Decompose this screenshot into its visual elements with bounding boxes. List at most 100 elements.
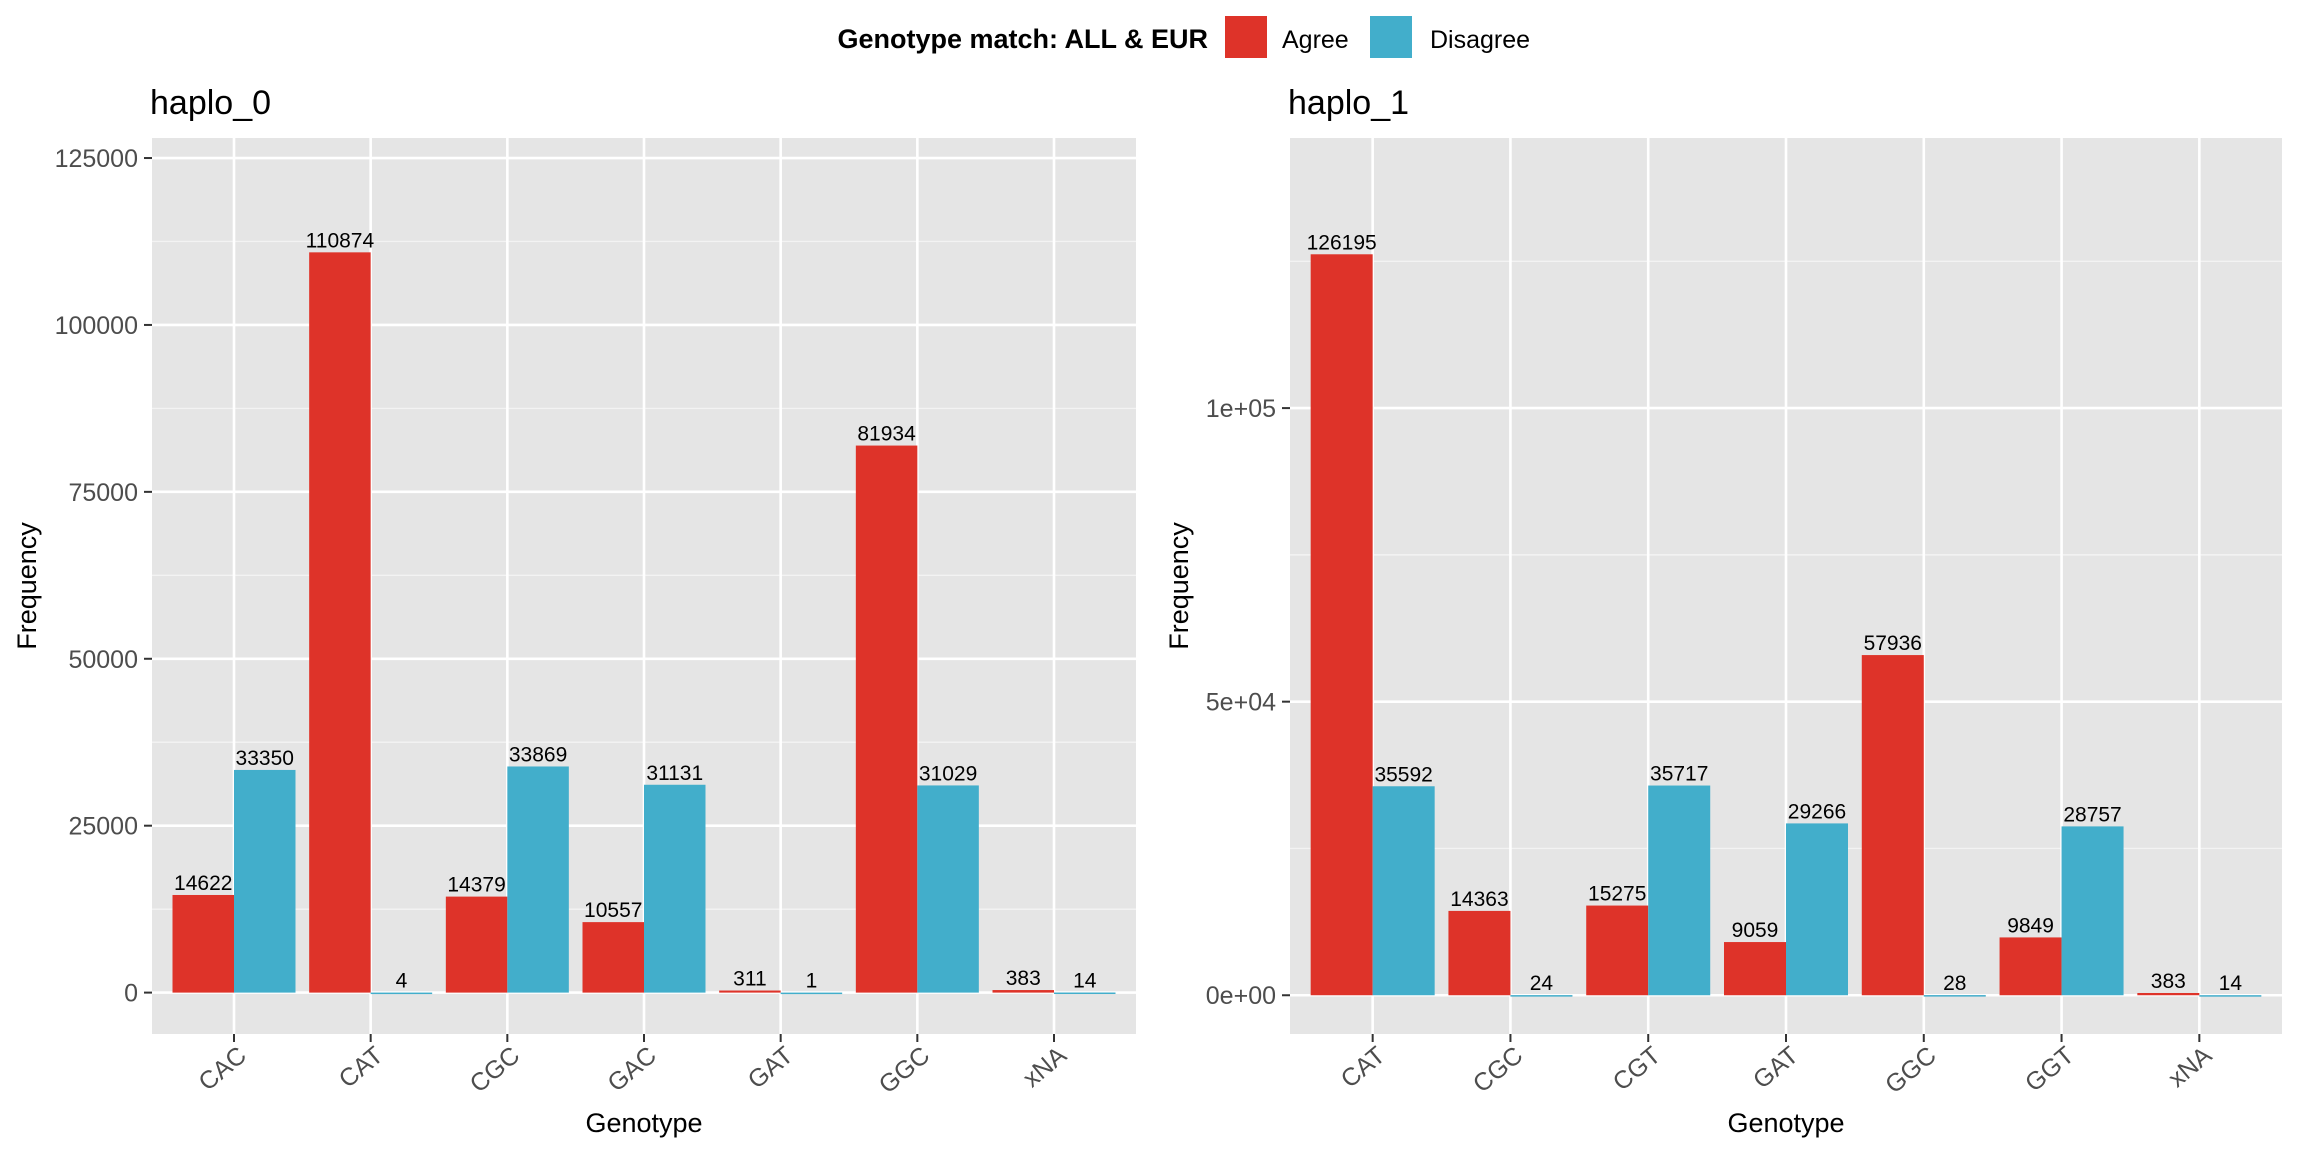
bar-value-label: 14379 bbox=[447, 874, 505, 897]
panel-haplo-0: haplo_0 0 25000 50000 75000 100000 125000 146… bbox=[12, 84, 1136, 1138]
bar-agree bbox=[1724, 942, 1786, 996]
bar-disagree bbox=[1054, 992, 1116, 995]
bar-labels: 14622 110874 14379 10557 311 81934 383 33350 4 33… bbox=[174, 229, 1097, 992]
x-tick-label: xNA bbox=[2163, 1041, 2217, 1093]
bar-disagree bbox=[2061, 826, 2124, 996]
x-tick-label: GGC bbox=[1880, 1041, 1942, 1099]
y-axis: 0 25000 50000 75000 100000 125000 bbox=[55, 145, 152, 1008]
panel-title: haplo_1 bbox=[1288, 84, 1409, 122]
bar-agree bbox=[1310, 254, 1373, 996]
bar-disagree bbox=[1786, 823, 1848, 996]
bars bbox=[172, 252, 1116, 995]
bar-value-label: 4 bbox=[396, 970, 408, 993]
bar-agree bbox=[172, 894, 234, 993]
panel-title: haplo_0 bbox=[150, 84, 271, 122]
bar-labels: 126195 14363 15275 9059 57936 9849 383 35592 24 3… bbox=[1307, 231, 2243, 995]
bar-disagree bbox=[1648, 785, 1711, 996]
bar-agree bbox=[1586, 905, 1649, 996]
x-axis: CAT CGC CGT GAT GGC GGT xNA bbox=[1336, 1034, 2217, 1099]
bar-agree bbox=[855, 445, 918, 993]
y-tick-label: 75000 bbox=[68, 479, 138, 507]
y-tick-label: 125000 bbox=[55, 145, 138, 173]
x-tick-label: GGT bbox=[2020, 1041, 2079, 1097]
bar-value-label: 110874 bbox=[306, 229, 375, 252]
x-axis: CAC CAT CGC GAC GAT GGC xNA bbox=[193, 1034, 1072, 1099]
x-axis-title: Genotype bbox=[1727, 1108, 1844, 1138]
bar-value-label: 14 bbox=[1073, 970, 1097, 993]
bars bbox=[1310, 254, 2262, 997]
y-tick-label: 25000 bbox=[68, 813, 138, 841]
bar-agree bbox=[2137, 992, 2200, 996]
x-tick-label: CGC bbox=[465, 1041, 526, 1098]
x-tick-label: GAC bbox=[602, 1041, 662, 1097]
legend-swatch-disagree bbox=[1370, 16, 1412, 58]
bar-value-label: 33350 bbox=[236, 747, 294, 770]
bar-value-label: 81934 bbox=[857, 423, 916, 446]
bar-disagree bbox=[1372, 786, 1435, 996]
y-axis: 0e+00 5e+04 1e+05 bbox=[1206, 395, 1290, 1010]
bar-agree bbox=[1861, 655, 1924, 996]
legend: Genotype match: ALL & EUR Agree Disagree bbox=[837, 16, 1530, 58]
legend-swatch-agree bbox=[1225, 16, 1267, 58]
bar-disagree bbox=[370, 992, 433, 995]
y-tick-label: 0 bbox=[124, 980, 138, 1008]
y-axis-title: Frequency bbox=[1164, 522, 1194, 650]
bar-agree bbox=[309, 252, 371, 993]
bar-value-label: 14 bbox=[2219, 972, 2243, 995]
x-tick-label: GAT bbox=[1748, 1041, 1804, 1094]
y-axis-title: Frequency bbox=[12, 522, 42, 650]
bar-value-label: 311 bbox=[733, 968, 766, 991]
bar-disagree bbox=[780, 992, 843, 995]
y-tick-label: 5e+04 bbox=[1206, 689, 1276, 717]
y-tick-label: 50000 bbox=[68, 646, 138, 674]
bar-value-label: 383 bbox=[2151, 970, 2186, 993]
y-tick-label: 1e+05 bbox=[1206, 395, 1276, 423]
bar-value-label: 35592 bbox=[1374, 763, 1432, 786]
bar-value-label: 126195 bbox=[1307, 231, 1377, 254]
bar-agree bbox=[445, 896, 508, 993]
bar-disagree bbox=[234, 769, 296, 993]
bar-value-label: 24 bbox=[1530, 972, 1554, 995]
x-axis-title: Genotype bbox=[585, 1108, 702, 1138]
bar-disagree bbox=[917, 785, 979, 993]
bar-value-label: 1 bbox=[806, 970, 818, 993]
bar-value-label: 29266 bbox=[1788, 800, 1846, 823]
x-tick-label: CAC bbox=[193, 1041, 251, 1096]
legend-title: Genotype match: ALL & EUR bbox=[837, 24, 1208, 54]
bar-value-label: 9059 bbox=[1732, 919, 1779, 942]
grid-major bbox=[1290, 138, 2282, 1034]
bar-value-label: 28757 bbox=[2063, 803, 2121, 826]
y-tick-label: 100000 bbox=[55, 312, 138, 340]
bar-agree bbox=[719, 990, 781, 993]
bar-value-label: 31131 bbox=[646, 762, 703, 785]
x-tick-label: xNA bbox=[1018, 1041, 1072, 1093]
x-tick-label: CAT bbox=[1336, 1041, 1391, 1093]
bar-value-label: 15275 bbox=[1588, 883, 1646, 906]
y-tick-label: 0e+00 bbox=[1206, 982, 1276, 1010]
bar-value-label: 35717 bbox=[1650, 763, 1708, 786]
bar-value-label: 31029 bbox=[919, 762, 977, 785]
bar-disagree bbox=[644, 784, 706, 993]
x-tick-label: CAT bbox=[334, 1041, 389, 1093]
panel-haplo-1: haplo_1 0e+00 5e+04 1e+05 126195 14363 15275… bbox=[1164, 84, 2282, 1138]
bar-value-label: 383 bbox=[1006, 967, 1041, 990]
bar-agree bbox=[582, 922, 644, 993]
bar-value-label: 9849 bbox=[2007, 914, 2054, 937]
bar-value-label: 14363 bbox=[1450, 888, 1508, 911]
x-tick-label: GAT bbox=[743, 1041, 799, 1094]
x-tick-label: CGT bbox=[1608, 1041, 1666, 1096]
bar-agree bbox=[1999, 937, 2062, 996]
x-tick-label: CGC bbox=[1468, 1041, 1529, 1098]
bar-disagree bbox=[2199, 995, 2262, 997]
bar-value-label: 28 bbox=[1943, 972, 1966, 995]
x-tick-label: GGC bbox=[874, 1041, 936, 1099]
bar-disagree bbox=[507, 766, 569, 993]
bar-disagree bbox=[1510, 995, 1573, 997]
bar-value-label: 14622 bbox=[174, 872, 232, 895]
legend-label-agree: Agree bbox=[1282, 26, 1349, 54]
bar-value-label: 10557 bbox=[584, 899, 642, 922]
bar-disagree bbox=[1923, 995, 1986, 997]
bar-agree bbox=[1448, 910, 1511, 996]
